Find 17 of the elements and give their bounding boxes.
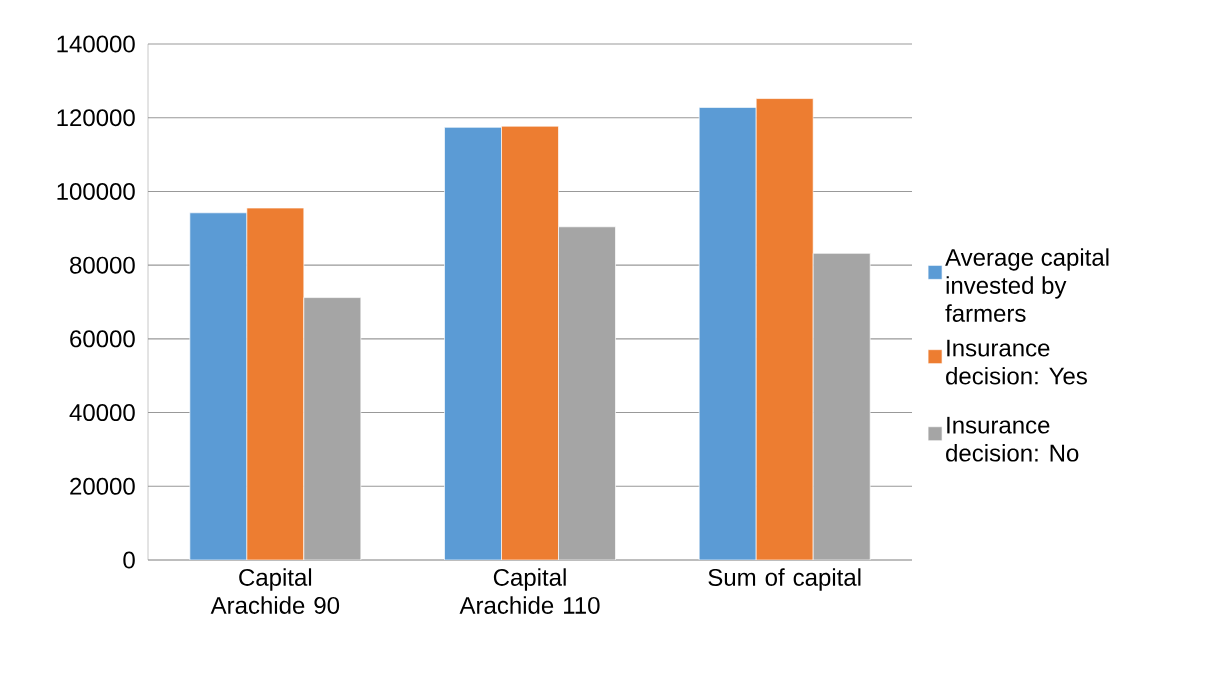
bar — [189, 212, 248, 561]
y-tick-label: 100000 — [57, 182, 135, 200]
legend-label: Insurance decision: No — [946, 416, 1079, 462]
y-tick-label: 120000 — [57, 109, 135, 127]
y-tick-label: 60000 — [70, 330, 135, 348]
y-tick-label: 20000 — [70, 477, 135, 495]
legend-label: Insurance decision: Yes — [946, 339, 1087, 385]
x-tick-label: Capital Arachide 110 — [459, 568, 600, 614]
y-tick-label: 140000 — [57, 35, 135, 53]
x-tick-label: Sum of capital — [708, 568, 861, 591]
y-tick-label: 0 — [123, 551, 135, 569]
x-tick-label: Capital Arachide 90 — [210, 568, 340, 614]
bar — [444, 126, 502, 561]
bar — [698, 107, 757, 561]
legend-label: Average capital invested by farmers — [945, 248, 1109, 322]
y-tick-label: 40000 — [69, 404, 135, 422]
y-tick-label: 80000 — [70, 256, 135, 274]
